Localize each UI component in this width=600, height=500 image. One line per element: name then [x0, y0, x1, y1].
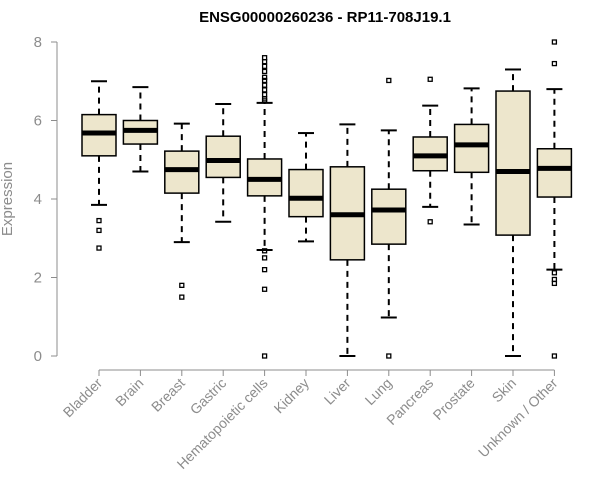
x-tick-label: Unknown / Other [475, 375, 561, 461]
outlier-point [386, 77, 392, 84]
iqr-box [495, 90, 531, 236]
outlier-point [261, 77, 268, 84]
y-tick-label: 8 [34, 34, 42, 51]
iqr-box [371, 188, 407, 245]
box-breast [164, 122, 200, 300]
box-skin [495, 68, 531, 357]
outlier-point [261, 248, 268, 254]
outlier-point [551, 39, 558, 45]
box-gastric [205, 103, 241, 223]
outlier-point [96, 217, 102, 224]
iqr-box [205, 135, 241, 179]
x-tick-label: Kidney [271, 375, 313, 417]
outlier-point [261, 74, 268, 80]
x-tick-label: Bladder [60, 375, 106, 421]
box-hematopoietic-cells [246, 55, 283, 359]
x-tick-label: Skin [489, 375, 520, 406]
outlier-point [261, 266, 268, 273]
outlier-point [261, 82, 268, 88]
box-kidney [288, 132, 324, 243]
outlier-point [427, 76, 433, 82]
outlier-point [261, 255, 268, 261]
iqr-box [164, 150, 200, 194]
y-axis: 0 2 4 6 8 [34, 34, 58, 365]
x-tick-label: Brain [112, 375, 146, 409]
y-tick-label: 0 [34, 348, 42, 365]
outlier-point [261, 353, 268, 359]
outlier-point [261, 286, 268, 292]
outlier-point [261, 98, 268, 104]
outlier-point [551, 60, 558, 67]
box-unknown-other [536, 39, 573, 359]
box-prostate [453, 87, 490, 226]
x-tick-label: Liver [321, 375, 354, 408]
box-group [81, 39, 573, 359]
box-brain [122, 86, 159, 173]
outlier-point [96, 245, 102, 251]
y-axis-label: Expression [0, 162, 16, 236]
iqr-box [453, 123, 490, 174]
y-tick-label: 2 [34, 270, 42, 287]
outlier-point [551, 270, 558, 276]
iqr-box [288, 168, 324, 218]
y-tick-label: 6 [34, 113, 42, 130]
outlier-point [551, 353, 558, 359]
outlier-point [261, 63, 268, 69]
x-tick-label: Lung [362, 375, 395, 408]
x-tick-label: Prostate [430, 375, 478, 423]
x-tick-label: Breast [148, 375, 188, 415]
chart-title: ENSG00000260236 - RP11-708J19.1 [199, 9, 451, 26]
outlier-point [551, 280, 558, 287]
box-pancreas [412, 76, 448, 225]
outlier-point [261, 58, 268, 65]
outlier-point [261, 87, 268, 93]
y-tick-label: 4 [34, 191, 42, 208]
outlier-point [386, 353, 392, 359]
box-liver [329, 123, 366, 357]
outlier-point [179, 282, 185, 289]
outlier-point [179, 294, 185, 300]
outlier-point [261, 68, 268, 75]
box-lung [371, 77, 407, 359]
box-bladder [81, 80, 117, 251]
outlier-point [96, 227, 102, 234]
iqr-box [536, 148, 573, 198]
outlier-point [261, 91, 268, 98]
outlier-point [427, 219, 433, 225]
